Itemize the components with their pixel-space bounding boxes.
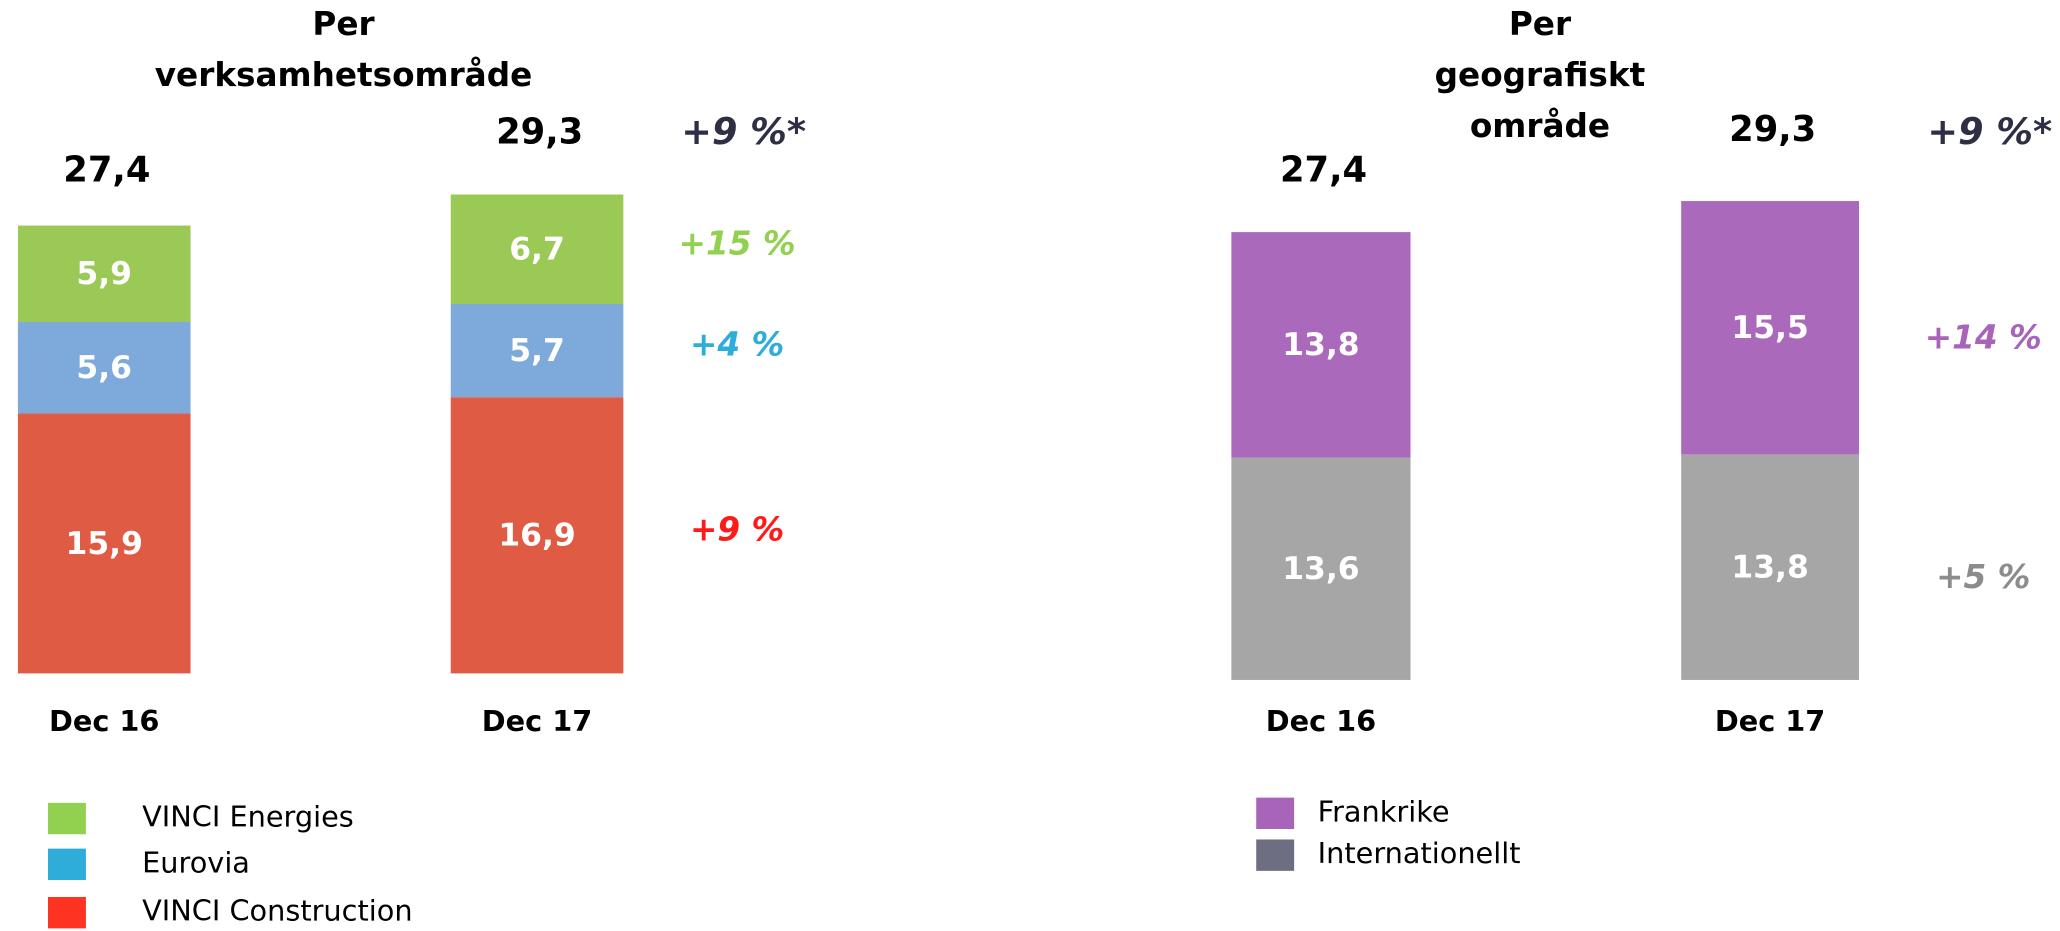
legend-swatch — [48, 848, 86, 881]
legend-label: Frankrike — [1318, 794, 1450, 828]
legend-label: VINCI Energies — [142, 800, 354, 834]
category-label: Dec 17 — [482, 704, 592, 738]
total-label: 29,3 — [496, 111, 583, 152]
legend-swatch — [1256, 839, 1295, 871]
chart-title: område — [1470, 107, 1610, 145]
total-label: 27,4 — [63, 149, 150, 190]
bar-segment — [450, 194, 624, 305]
chart-title: geografiskt — [1435, 56, 1646, 94]
legend-label: Eurovia — [142, 845, 250, 879]
segment-label: 16,9 — [498, 518, 575, 554]
bar-segment — [1231, 232, 1411, 458]
total-growth: +9 %* — [681, 110, 806, 153]
category-label: Dec 17 — [1715, 704, 1825, 738]
bar-segment — [17, 413, 191, 674]
legend-swatch — [48, 802, 86, 835]
bar-segment — [17, 321, 191, 414]
series-growth: +4 % — [690, 326, 784, 364]
bar-segment — [1231, 457, 1411, 680]
segment-label: 13,8 — [1282, 327, 1359, 363]
legend-swatch — [1256, 797, 1295, 830]
segment-label: 13,8 — [1731, 549, 1808, 585]
bar-segment — [17, 225, 191, 322]
segment-label: 15,5 — [1731, 310, 1808, 346]
series-growth: +9 % — [690, 510, 784, 548]
total-growth: +9 %* — [1927, 110, 2052, 153]
legend-swatch — [48, 897, 86, 929]
segment-label: 5,6 — [76, 350, 132, 386]
segment-label: 5,9 — [76, 256, 132, 292]
segment-label: 6,7 — [509, 232, 565, 268]
segment-label: 13,6 — [1282, 551, 1359, 587]
chart-title: verksamhetsområde — [155, 56, 533, 94]
segment-label: 15,9 — [66, 526, 143, 562]
series-growth: +14 % — [1925, 318, 2042, 356]
bar-segment — [1681, 454, 1860, 680]
bar-segment — [1681, 201, 1860, 455]
series-growth: +15 % — [679, 224, 796, 262]
segment-label: 5,7 — [509, 333, 565, 369]
chart-title: Per — [312, 5, 375, 43]
total-label: 29,3 — [1729, 109, 1816, 150]
series-growth: +5 % — [1936, 558, 2030, 596]
legend-label: VINCI Construction — [142, 894, 412, 928]
bar-segment — [450, 304, 624, 398]
category-label: Dec 16 — [1266, 704, 1376, 738]
chart-title: Per — [1509, 5, 1572, 43]
category-label: Dec 16 — [49, 704, 159, 738]
legend-label: Internationellt — [1318, 836, 1521, 870]
bar-segment — [450, 397, 624, 674]
total-label: 27,4 — [1280, 149, 1367, 190]
